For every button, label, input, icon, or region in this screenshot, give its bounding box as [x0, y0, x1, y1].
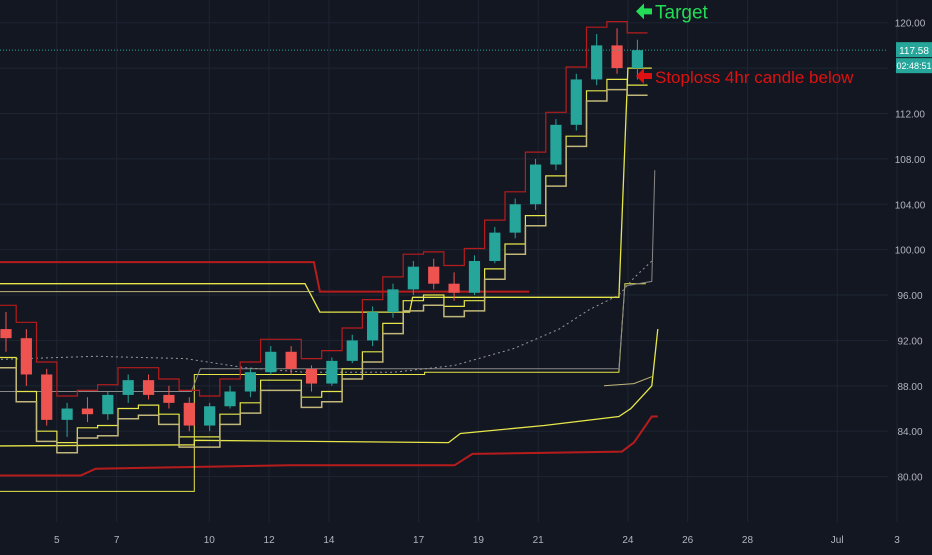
current-price-tag [896, 42, 932, 58]
candle-body [387, 289, 399, 313]
x-tick-label: 5 [54, 535, 60, 546]
candle-body [448, 283, 460, 293]
x-tick-label: 14 [323, 535, 335, 546]
x-tick-label: Jul [831, 535, 844, 546]
lower-red-step [0, 415, 658, 477]
candle-body [285, 351, 297, 369]
candle-body [163, 394, 175, 403]
y-tick-label: 88.00 [897, 382, 922, 393]
candle-body [367, 312, 379, 341]
target-arrow-icon [636, 3, 652, 20]
candle-body [142, 380, 155, 395]
candle-body [489, 232, 501, 261]
tan-follower [0, 88, 648, 454]
candle-body [41, 374, 53, 420]
candle-body [224, 391, 236, 407]
candle-body [81, 408, 94, 415]
y-tick-label: 108.00 [895, 155, 926, 166]
annotations: Target Stoploss 4hr candle below [636, 2, 854, 87]
x-tick-label: 28 [742, 535, 754, 546]
yellow-follower [0, 78, 648, 444]
candle-body [529, 164, 542, 205]
y-tick-label: 84.00 [897, 427, 922, 438]
candle-body [468, 261, 481, 293]
target-label: Target [655, 2, 709, 23]
left-arrow-icon [636, 3, 652, 20]
upper-yellow-band [0, 67, 652, 313]
candle-body [204, 406, 216, 426]
x-tick-label: 19 [473, 535, 485, 546]
red-resistance [0, 261, 530, 293]
y-tick-label: 120.00 [895, 19, 926, 30]
current-price-label: 117.58 [899, 46, 929, 57]
candle-body [631, 50, 644, 69]
candle-body [550, 124, 562, 165]
gray-dotted [0, 170, 656, 392]
candle-body [591, 45, 603, 80]
x-tick-label: 10 [204, 535, 216, 546]
x-tick-label: 24 [622, 535, 634, 546]
upper-red-follower [0, 21, 648, 397]
candle-body [428, 266, 440, 284]
countdown-label: 02:48:51 [896, 61, 931, 71]
axes: 120.00116.00112.00108.00104.00100.0096.0… [54, 19, 932, 546]
y-tick-label: 100.00 [895, 246, 926, 257]
candle-body [0, 329, 12, 339]
candle-body [102, 394, 114, 415]
candle-body [122, 380, 134, 395]
x-tick-label: 7 [114, 535, 120, 546]
candle-body [407, 266, 419, 290]
y-tick-label: 104.00 [895, 200, 926, 211]
lower-tan-line [603, 376, 652, 387]
price-overlays [0, 21, 888, 454]
x-tick-label: 17 [413, 535, 425, 546]
left-arrow-icon [636, 68, 652, 85]
candle-body [20, 338, 32, 375]
candle-body [326, 360, 338, 384]
x-tick-label: 26 [682, 535, 694, 546]
y-tick-label: 96.00 [897, 291, 922, 302]
candles [0, 28, 644, 437]
x-tick-label: 12 [264, 535, 276, 546]
stoploss-label: Stoploss 4hr candle below [655, 68, 854, 87]
candle-body [611, 45, 623, 69]
candle-body [244, 372, 257, 392]
countdown-tag [896, 58, 932, 74]
candle-body [305, 368, 318, 384]
candle-body [509, 204, 521, 233]
band-lines [0, 67, 659, 492]
x-tick-label: 3 [894, 535, 900, 546]
x-tick-label: 21 [533, 535, 545, 546]
candle-body [346, 340, 358, 361]
y-tick-label: 112.00 [895, 109, 925, 120]
candle-body [265, 351, 277, 373]
y-tick-label: 80.00 [897, 473, 922, 484]
y-tick-label: 92.00 [897, 336, 922, 347]
candle-body [61, 408, 73, 420]
candle-body [183, 402, 195, 426]
stoploss-arrow-icon [636, 68, 652, 85]
candle-body [570, 79, 582, 125]
